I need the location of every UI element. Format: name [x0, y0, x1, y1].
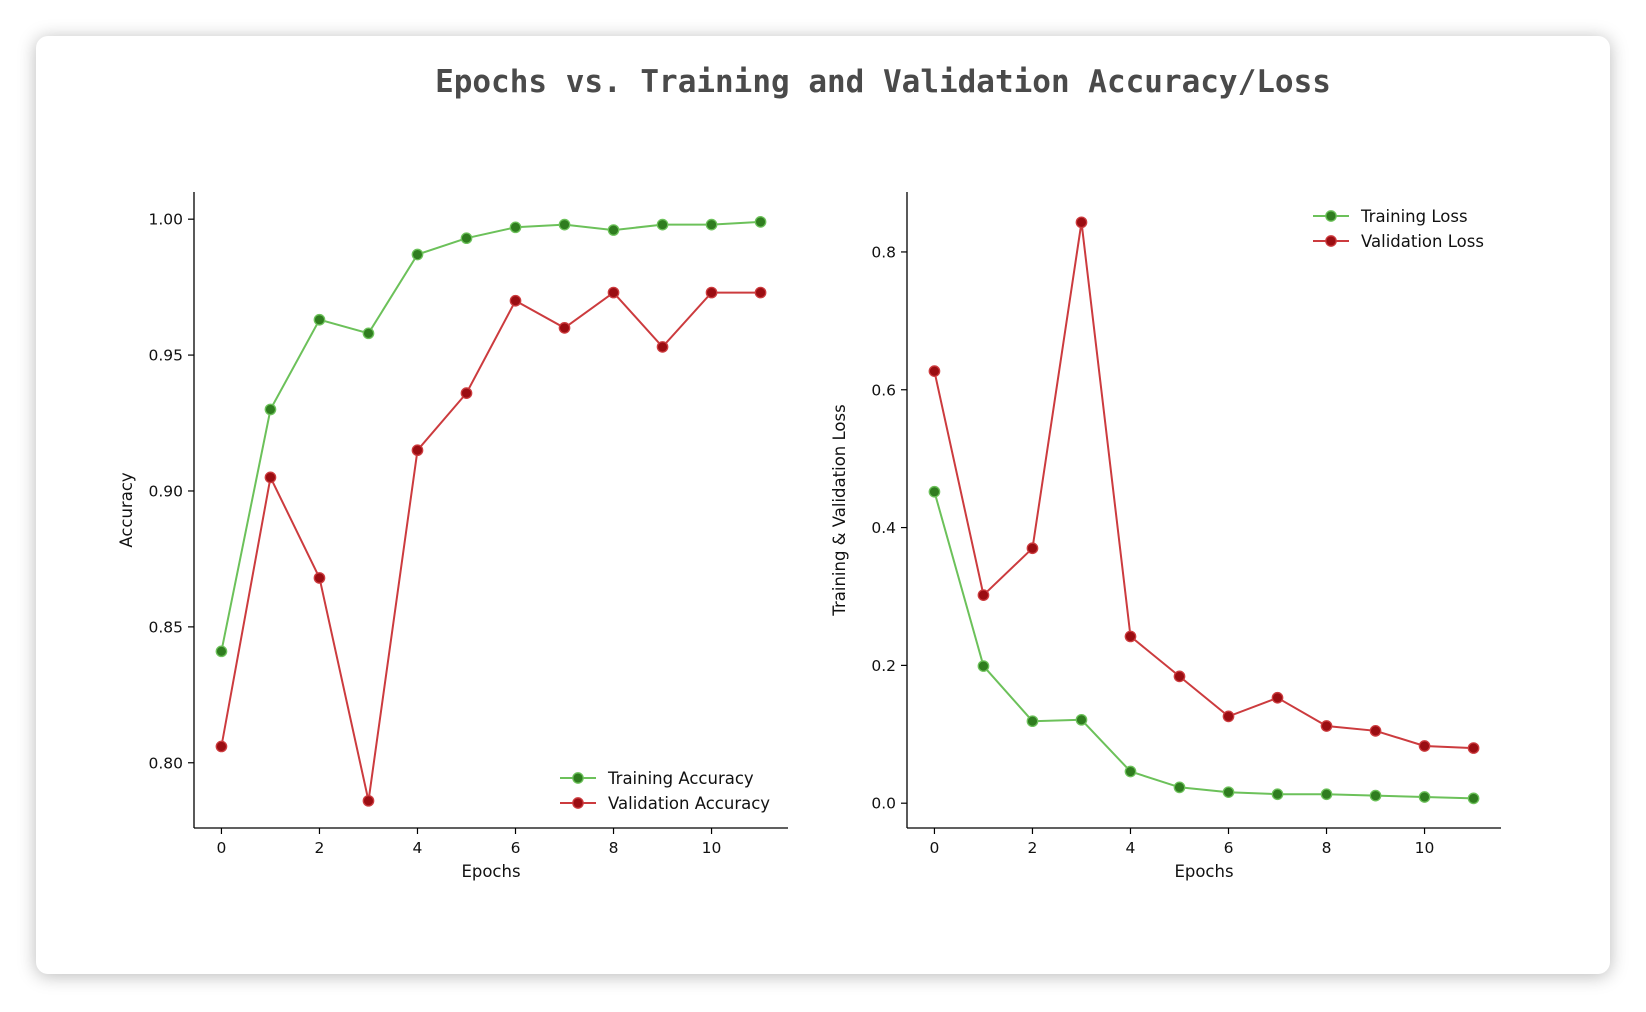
- legend-label: Validation Accuracy: [608, 794, 770, 813]
- y-tick-label: 0.80: [148, 754, 183, 772]
- y-tick-label: 1.00: [148, 211, 183, 229]
- data-point: [215, 740, 228, 753]
- data-point: [1222, 786, 1235, 799]
- data-point: [1271, 788, 1284, 801]
- data-point: [264, 471, 277, 484]
- data-point: [509, 294, 522, 307]
- data-point: [460, 387, 473, 399]
- data-point: [656, 341, 669, 353]
- data-point: [607, 286, 620, 299]
- x-tick-label: 0: [217, 839, 227, 857]
- data-point: [928, 365, 941, 378]
- legend-label: Validation Loss: [1361, 232, 1484, 251]
- data-point: [1320, 788, 1333, 801]
- data-point: [754, 286, 767, 299]
- x-tick-label: 10: [702, 839, 722, 857]
- x-axis-label: Epochs: [461, 862, 520, 881]
- data-point: [754, 216, 767, 228]
- data-point: [1467, 742, 1480, 754]
- data-point: [1173, 781, 1186, 794]
- y-axis-label: Training & Validation Loss: [830, 404, 849, 616]
- legend-label: Training Loss: [1360, 207, 1468, 226]
- charts-svg: 0 2 4 6 8 100.800.850.900.951.00EpochsAccurac…: [117, 192, 1501, 881]
- data-point: [264, 403, 277, 416]
- y-tick-label: 0.8: [871, 243, 896, 261]
- data-point: [1467, 792, 1480, 805]
- x-tick-label: 2: [315, 839, 325, 857]
- data-point: [313, 313, 326, 326]
- data-point: [460, 232, 473, 245]
- x-tick-label: 2: [1028, 839, 1038, 857]
- legend-marker: [1325, 210, 1337, 222]
- data-point: [705, 218, 718, 231]
- data-point: [607, 224, 620, 236]
- series-line-1: [220, 220, 761, 652]
- y-tick-label: 0.90: [148, 482, 183, 500]
- chart-panel-1: 0 2 4 6 8 10 0.80 0.85 0.90 0.95 1.00 Epochs Accurac…: [117, 192, 788, 881]
- y-tick-label: 0.0: [871, 795, 896, 813]
- data-point: [705, 286, 718, 299]
- figure-card: Epochs vs. Training and Validation Accur…: [36, 36, 1610, 974]
- series-line-2: [220, 291, 761, 802]
- data-point: [1418, 791, 1431, 803]
- x-tick-label: 10: [1415, 839, 1435, 857]
- figure-title: Epochs vs. Training and Validation Accur…: [435, 64, 1331, 100]
- chart-panel-2: 0 2 4 6 8 10 0.0 0.2 0.4 0.6 0.8 Epochs Training & V…: [830, 192, 1501, 881]
- legend-marker: [572, 772, 584, 784]
- y-tick-label: 0.2: [871, 657, 896, 675]
- data-point: [1320, 720, 1333, 732]
- data-point: [1026, 715, 1039, 728]
- y-tick-label: 0.6: [871, 381, 896, 399]
- data-point: [313, 572, 326, 584]
- legend-label: Training Accuracy: [607, 769, 754, 788]
- data-point: [928, 485, 941, 498]
- data-point: [215, 645, 228, 658]
- data-point: [362, 327, 375, 340]
- x-tick-label: 6: [1224, 839, 1234, 857]
- series-line-1: [933, 491, 1474, 800]
- data-point: [1173, 670, 1186, 683]
- legend: Training Loss Validation Loss: [1313, 207, 1484, 251]
- x-axis-label: Epochs: [1174, 862, 1233, 881]
- data-point: [1271, 691, 1284, 704]
- data-point: [558, 322, 571, 334]
- x-tick-label: 4: [1126, 839, 1136, 857]
- data-point: [1075, 216, 1088, 229]
- data-point: [1369, 789, 1382, 802]
- data-point: [1418, 740, 1431, 752]
- legend: Training Accuracy Validation Accuracy: [560, 769, 770, 813]
- data-point: [1222, 710, 1235, 723]
- data-point: [656, 218, 669, 231]
- data-point: [558, 218, 571, 231]
- data-point: [362, 794, 375, 807]
- x-tick-label: 8: [1322, 839, 1332, 857]
- x-tick-label: 8: [609, 839, 619, 857]
- data-point: [1124, 630, 1137, 643]
- y-axis-label: Accuracy: [117, 472, 136, 548]
- y-tick-label: 0.4: [871, 519, 896, 537]
- data-point: [411, 248, 424, 261]
- data-point: [1026, 542, 1039, 555]
- legend-marker: [1325, 235, 1337, 247]
- data-point: [1124, 765, 1137, 778]
- x-tick-label: 0: [930, 839, 940, 857]
- data-point: [977, 589, 990, 601]
- x-tick-label: 4: [413, 839, 423, 857]
- data-point: [1369, 724, 1382, 737]
- data-point: [1075, 713, 1088, 726]
- data-point: [509, 221, 522, 234]
- data-point: [977, 660, 990, 672]
- x-tick-label: 6: [511, 839, 521, 857]
- y-tick-label: 0.85: [148, 618, 183, 636]
- legend-marker: [572, 797, 584, 809]
- y-tick-label: 0.95: [148, 347, 183, 365]
- series-line-2: [933, 222, 1474, 750]
- data-point: [411, 444, 424, 457]
